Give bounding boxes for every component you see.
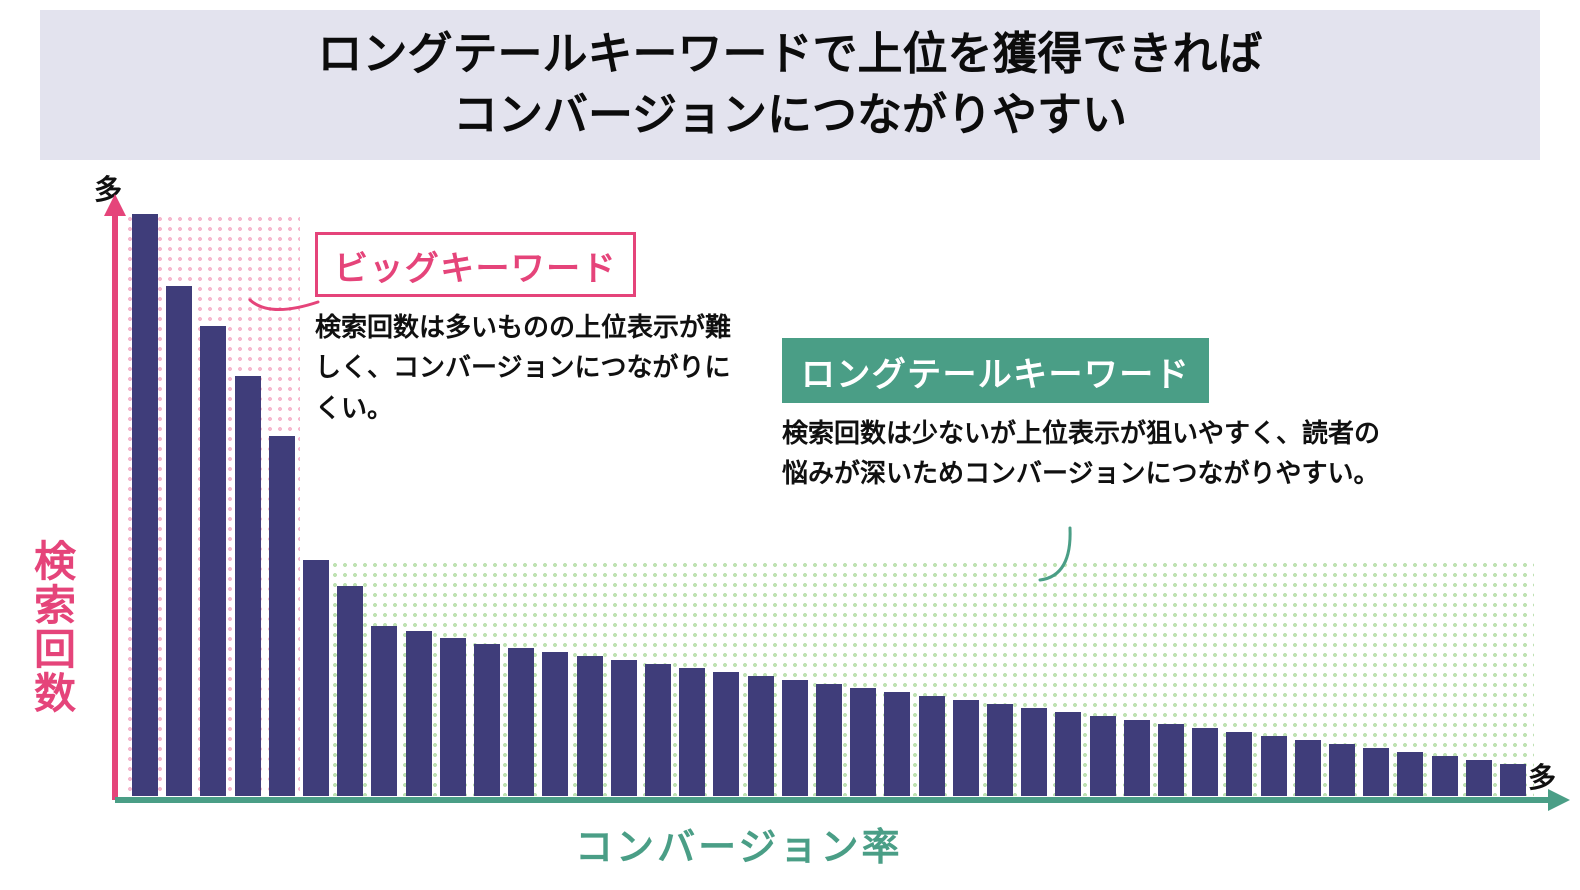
bar	[884, 692, 910, 796]
bar	[1055, 712, 1081, 796]
chart-canvas: ロングテールキーワードで上位を獲得できれば コンバージョンにつながりやすい 多 …	[0, 0, 1580, 890]
big-keyword-body: 検索回数は多いものの上位表示が難しく、コンバージョンにつながりにくい。	[315, 307, 735, 428]
big-keyword-tag: ビッグキーワード	[315, 232, 636, 297]
bar	[132, 214, 158, 796]
bar	[1090, 716, 1116, 796]
bar	[611, 660, 637, 796]
bar	[1261, 736, 1287, 796]
bar	[440, 638, 466, 796]
big-keyword-callout: ビッグキーワード 検索回数は多いものの上位表示が難しく、コンバージョンにつながり…	[315, 232, 735, 428]
bar	[337, 586, 363, 796]
long-tail-tag: ロングテールキーワード	[782, 338, 1209, 403]
bar	[1158, 724, 1184, 796]
bar	[782, 680, 808, 796]
bar	[1192, 728, 1218, 796]
y-axis	[112, 205, 118, 800]
bar	[850, 688, 876, 796]
bar	[269, 436, 295, 796]
bar	[919, 696, 945, 796]
long-tail-callout: ロングテールキーワード 検索回数は少ないが上位表示が狙いやすく、読者の悩みが深い…	[782, 338, 1402, 494]
bar	[1295, 740, 1321, 796]
bar	[1124, 720, 1150, 796]
bar	[474, 644, 500, 796]
bar	[679, 668, 705, 796]
bar	[371, 626, 397, 796]
bar	[1466, 760, 1492, 796]
x-axis	[115, 797, 1550, 803]
bar	[953, 700, 979, 796]
bar	[1432, 756, 1458, 796]
bar	[1226, 732, 1252, 796]
bar	[645, 664, 671, 796]
bar	[816, 684, 842, 796]
bar	[1397, 752, 1423, 796]
bar	[577, 656, 603, 796]
bar	[987, 704, 1013, 796]
bar	[508, 648, 534, 796]
bar	[748, 676, 774, 796]
bar	[166, 286, 192, 796]
bar	[713, 672, 739, 796]
bar	[1329, 744, 1355, 796]
long-tail-body: 検索回数は少ないが上位表示が狙いやすく、読者の悩みが深いためコンバージョンにつな…	[782, 413, 1402, 494]
bar	[1021, 708, 1047, 796]
bar	[200, 326, 226, 796]
bar	[542, 652, 568, 796]
bar	[1363, 748, 1389, 796]
bar	[235, 376, 261, 796]
x-axis-arrow-icon	[1548, 789, 1570, 811]
bar	[1500, 764, 1526, 796]
bar	[303, 560, 329, 796]
bar	[406, 631, 432, 796]
y-axis-arrow-icon	[104, 194, 126, 216]
